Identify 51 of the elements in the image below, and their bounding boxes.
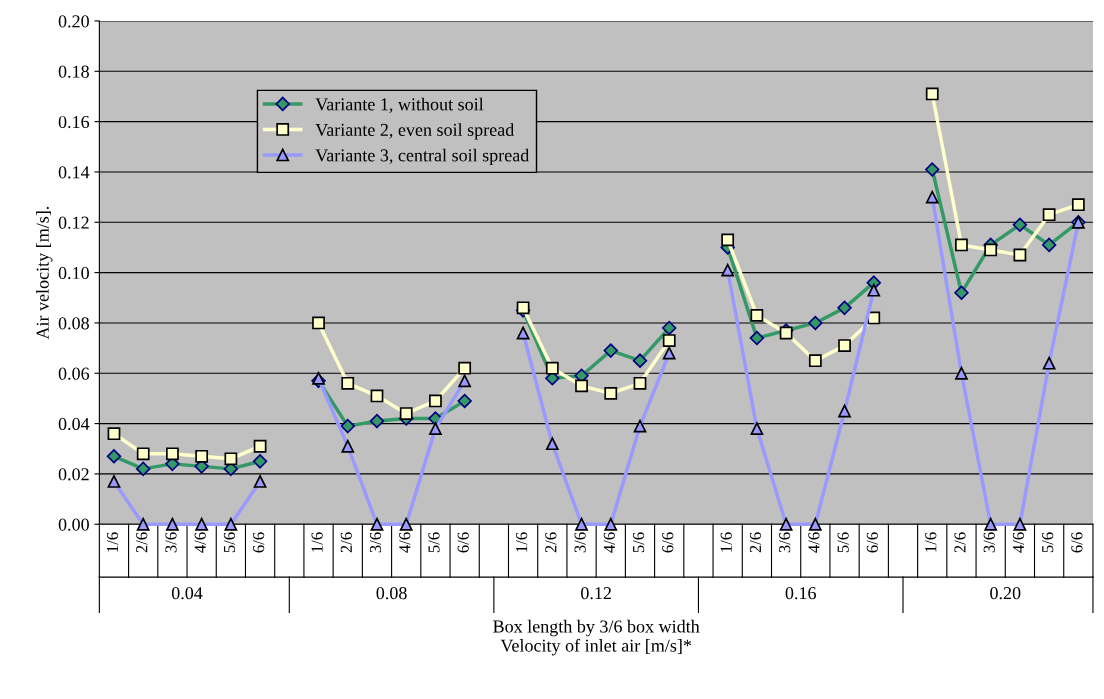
x-tick-label: 1/6 — [516, 532, 528, 552]
x-tick-label: 3/6 — [165, 532, 177, 553]
x-tick-label: 5/6 — [428, 532, 440, 553]
y-tick-label: 0.16 — [58, 115, 90, 129]
x-tick-label: 4/6 — [194, 532, 206, 553]
text: 0.16 — [785, 587, 816, 600]
x-tick-label: 1/6 — [106, 532, 119, 552]
x-tick-label: 4/6 — [1012, 532, 1025, 553]
x-tick-label: 5/6 — [223, 532, 236, 553]
legend-label: Variante 3, central soil spread — [315, 148, 530, 166]
x-tick-label: 6/6 — [662, 532, 674, 553]
y-tick-label: 0.14 — [58, 166, 90, 179]
x-tick-label: 3/6 — [574, 532, 586, 553]
text: 0.04 — [171, 587, 203, 600]
y-tick-label: 0.04 — [58, 417, 90, 431]
y-tick-label: 0.12 — [58, 216, 89, 229]
x-tick-label: 3/6 — [779, 532, 791, 553]
y-tick-label: 0.20 — [58, 15, 89, 28]
x-tick-label: 6/6 — [457, 532, 469, 553]
legend-label: Variante 1, without soil — [315, 97, 484, 114]
x-tick-label: 4/6 — [399, 532, 411, 553]
x-tick-label: 2/6 — [136, 532, 148, 553]
y-tick-label: 0.08 — [58, 317, 89, 330]
x-tick-label: 2/6 — [954, 532, 966, 553]
text: 0.12 — [581, 587, 611, 600]
text: 0.20 — [990, 587, 1021, 600]
y-tick-label: 0.02 — [58, 468, 89, 481]
x-tick-label: 5/6 — [837, 532, 849, 553]
y-tick-label: 0.00 — [58, 518, 89, 531]
y-tick-label: 0.10 — [58, 266, 89, 280]
x-tick-label: 1/6 — [720, 532, 732, 552]
x-axis-title: Box length by 3/6 box width Velocity of inlet air [m/s]* — [493, 619, 700, 656]
y-tick-label: 0.06 — [58, 367, 90, 380]
x-tick-label: 5/6 — [1042, 532, 1054, 553]
x-tick-label: 4/6 — [603, 532, 615, 553]
x-tick-label: 2/6 — [340, 532, 352, 553]
x-tick-label: 5/6 — [632, 532, 645, 553]
text: 0.08 — [376, 587, 407, 600]
x-tick-label: 3/6 — [983, 532, 995, 553]
x-tick-label: 2/6 — [749, 532, 762, 553]
x-tick-label: 2/6 — [545, 532, 557, 553]
x-tick-label: 1/6 — [311, 532, 323, 552]
y-tick-label: 0.18 — [58, 65, 89, 78]
x-tick-label: 1/6 — [925, 532, 937, 552]
y-axis-title: Air velocity [m/s]. — [36, 206, 53, 340]
x-tick-label: 6/6 — [1071, 532, 1083, 553]
x-tick-label: 6/6 — [866, 532, 878, 553]
x-tick-label: 3/6 — [369, 532, 382, 553]
x-tick-label: 6/6 — [253, 532, 265, 553]
x-tick-label: 4/6 — [808, 532, 820, 553]
legend-label: Variante 2, even soil spread — [315, 123, 515, 140]
